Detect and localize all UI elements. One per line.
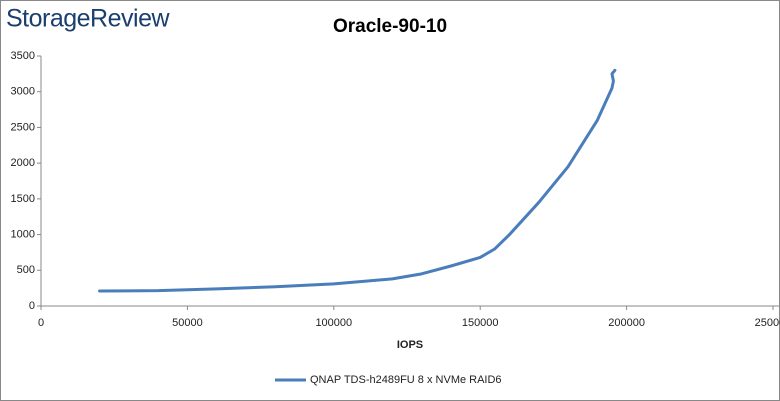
x-tick-label: 0: [38, 317, 44, 329]
chart-title: Oracle-90-10: [333, 16, 447, 37]
x-tick-label: 200000: [608, 317, 645, 329]
x-tick-label: 100000: [315, 317, 352, 329]
brand-logo: StorageReview: [6, 5, 170, 33]
y-tick-label: 3000: [11, 86, 35, 98]
x-tick-label: 50000: [172, 317, 203, 329]
legend-label: QNAP TDS-h2489FU 8 x NVMe RAID6: [310, 374, 502, 386]
y-tick-label: 2500: [11, 121, 35, 133]
y-tick-label: 0: [29, 300, 35, 312]
x-axis-label: IOPS: [397, 339, 423, 351]
y-tick-label: 2000: [11, 157, 35, 169]
y-tick-label: 500: [17, 264, 35, 276]
series-line: [98, 68, 617, 293]
x-tick-label: 150000: [462, 317, 499, 329]
y-tick-label: 1500: [11, 193, 35, 205]
y-tick-label: 1000: [11, 228, 35, 240]
x-tick-label: 250000: [755, 317, 780, 329]
y-tick-label: 3500: [11, 50, 35, 62]
